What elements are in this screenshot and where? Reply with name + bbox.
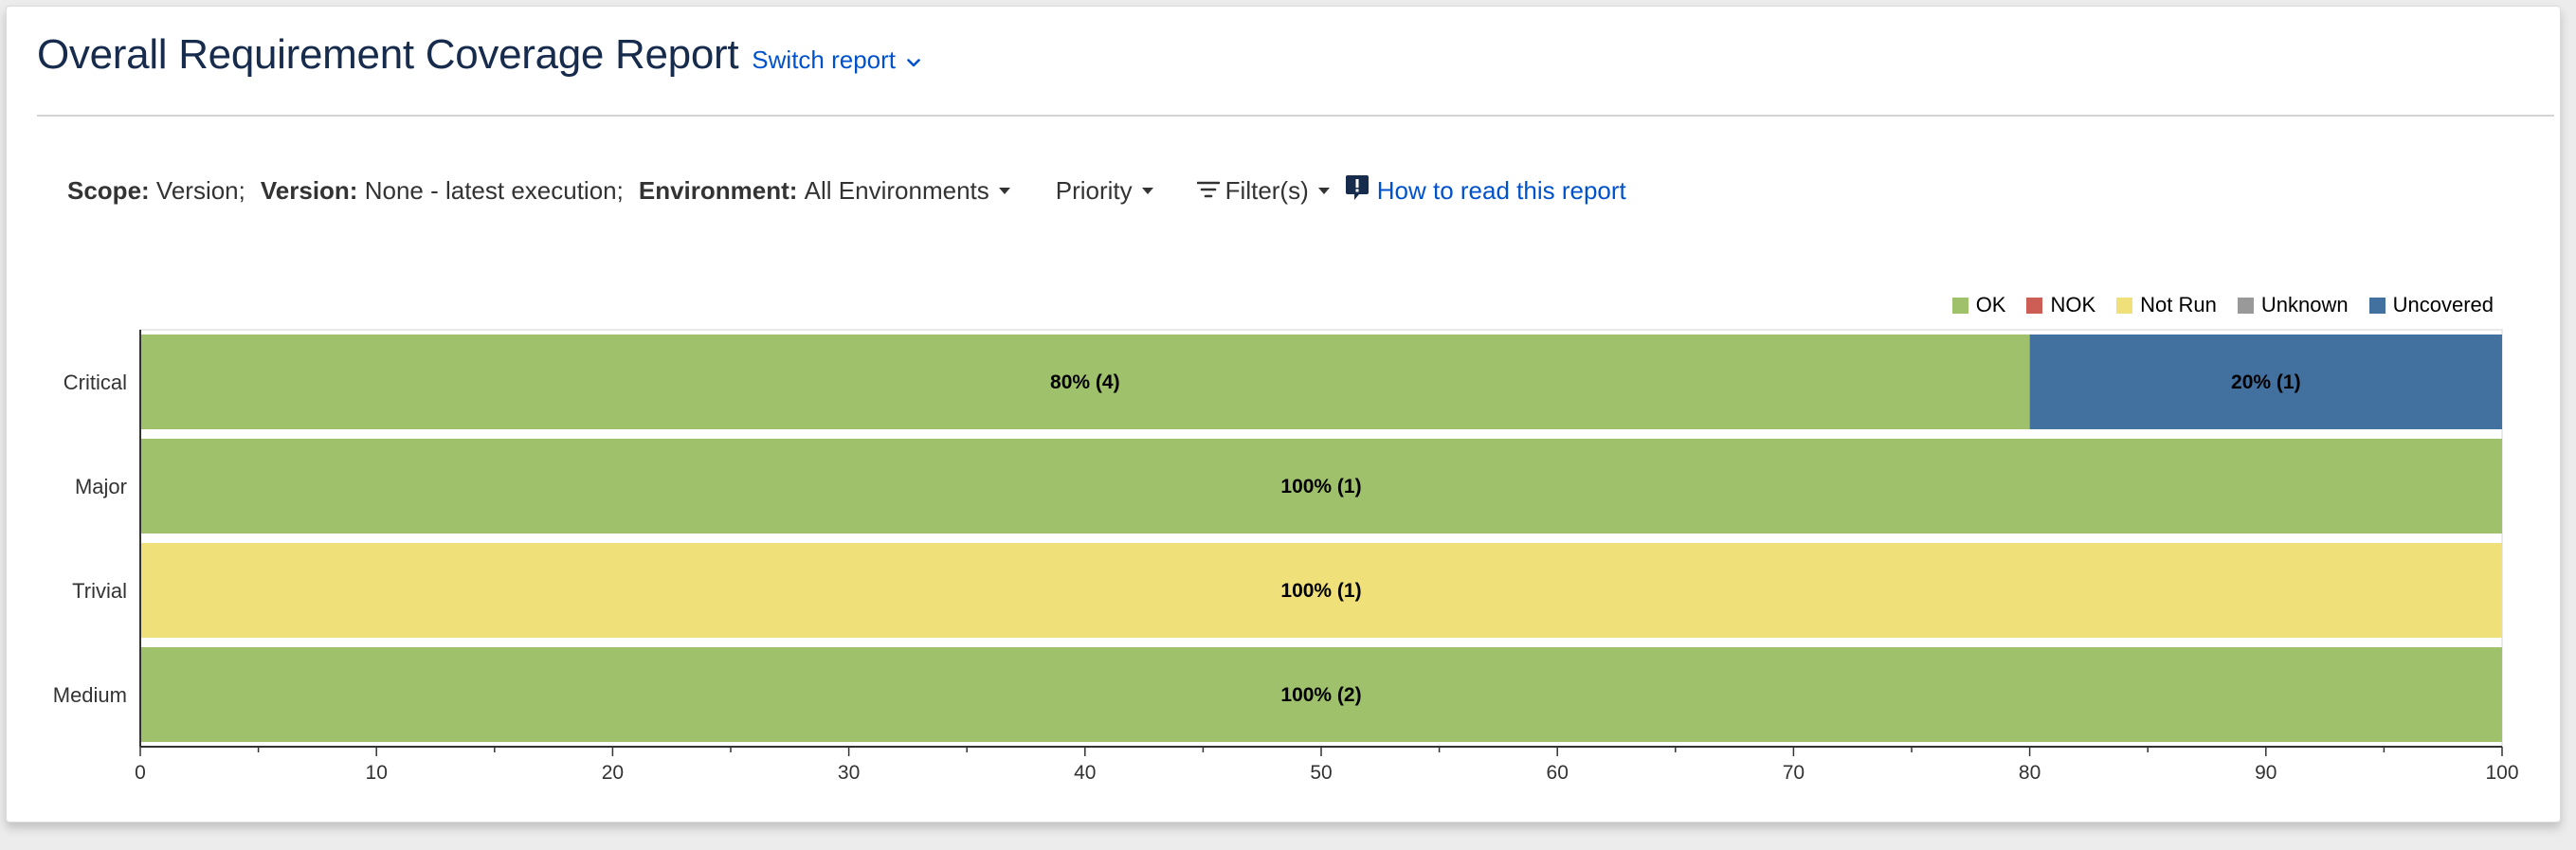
x-tick-label: 70 bbox=[1783, 762, 1805, 784]
bar-segment bbox=[2029, 335, 2502, 429]
legend-label: Uncovered bbox=[2392, 293, 2494, 316]
x-tick-label: 40 bbox=[1074, 762, 1096, 784]
legend-swatch bbox=[2116, 297, 2133, 314]
y-tick-label: Major bbox=[75, 475, 127, 498]
y-tick-label: Trivial bbox=[72, 579, 127, 603]
legend-swatch bbox=[2368, 297, 2386, 314]
chevron-down-icon bbox=[907, 45, 920, 75]
filters-dropdown[interactable]: Filter(s) bbox=[1196, 176, 1330, 206]
version-label: Version: bbox=[260, 176, 358, 205]
legend-item-not-run[interactable]: Not Run bbox=[2116, 293, 2217, 317]
environment-value: All Environments bbox=[804, 176, 989, 205]
caret-down-icon bbox=[1317, 188, 1330, 194]
bar-segment bbox=[140, 439, 2502, 534]
data-label: 80% (4) bbox=[1050, 371, 1120, 393]
legend-swatch bbox=[2026, 297, 2043, 314]
priority-dropdown[interactable]: Priority bbox=[1056, 176, 1153, 206]
scope-bar: Scope: Version; Version: None - latest e… bbox=[67, 173, 1626, 208]
filter-icon bbox=[1196, 176, 1220, 206]
legend-item-uncovered[interactable]: Uncovered bbox=[2368, 293, 2494, 317]
legend-label: OK bbox=[1975, 293, 2006, 316]
legend-item-nok[interactable]: NOK bbox=[2026, 293, 2095, 317]
y-tick-label: Medium bbox=[53, 683, 127, 707]
legend-item-unknown[interactable]: Unknown bbox=[2237, 293, 2349, 317]
legend-swatch bbox=[1951, 297, 1968, 314]
chart-legend: OK NOK Not Run Unknown Uncovered bbox=[1932, 293, 2494, 317]
x-tick-label: 20 bbox=[602, 762, 624, 784]
priority-label: Priority bbox=[1055, 176, 1133, 205]
page-title: Overall Requirement Coverage Report bbox=[37, 31, 739, 78]
environment-label: Environment: bbox=[638, 176, 798, 205]
legend-label: Not Run bbox=[2140, 293, 2217, 316]
legend-label: Unknown bbox=[2260, 293, 2349, 316]
x-tick-label: 0 bbox=[135, 762, 146, 784]
x-tick-label: 10 bbox=[366, 762, 388, 784]
scope-label: Scope: bbox=[67, 176, 150, 205]
bar-segment bbox=[140, 647, 2502, 742]
scope-value: Version; bbox=[155, 176, 245, 205]
help-icon bbox=[1345, 173, 1370, 208]
title-row: Overall Requirement Coverage Report Swit… bbox=[37, 31, 920, 79]
x-tick-label: 100 bbox=[2485, 762, 2518, 784]
how-to-read-label: How to read this report bbox=[1376, 176, 1626, 205]
version-value: None - latest execution; bbox=[364, 176, 624, 205]
version-info: Version: None - latest execution; bbox=[261, 176, 624, 206]
how-to-read-link[interactable]: How to read this report bbox=[1345, 173, 1626, 208]
x-tick-label: 50 bbox=[1310, 762, 1332, 784]
data-label: 100% (1) bbox=[1280, 580, 1361, 602]
caret-down-icon bbox=[1141, 188, 1153, 194]
data-label: 20% (1) bbox=[2231, 371, 2301, 393]
data-label: 100% (1) bbox=[1280, 476, 1361, 497]
filters-label: Filter(s) bbox=[1225, 176, 1309, 205]
header-divider bbox=[37, 115, 2554, 117]
legend-swatch bbox=[2237, 297, 2254, 314]
bar-segment bbox=[140, 543, 2502, 638]
scope-info: Scope: Version; bbox=[67, 176, 245, 206]
x-tick-label: 90 bbox=[2255, 762, 2277, 784]
bar-segment bbox=[140, 335, 2030, 429]
switch-report-button[interactable]: Switch report bbox=[752, 45, 920, 75]
caret-down-icon bbox=[998, 188, 1010, 194]
switch-report-label: Switch report bbox=[752, 45, 897, 74]
x-tick-label: 60 bbox=[1547, 762, 1569, 784]
y-tick-label: Critical bbox=[63, 371, 127, 394]
environment-dropdown[interactable]: Environment: All Environments bbox=[639, 176, 1010, 206]
data-label: 100% (2) bbox=[1280, 684, 1361, 706]
legend-item-ok[interactable]: OK bbox=[1951, 293, 2006, 317]
x-tick-label: 30 bbox=[838, 762, 860, 784]
x-tick-label: 80 bbox=[2019, 762, 2041, 784]
legend-label: NOK bbox=[2050, 293, 2096, 316]
